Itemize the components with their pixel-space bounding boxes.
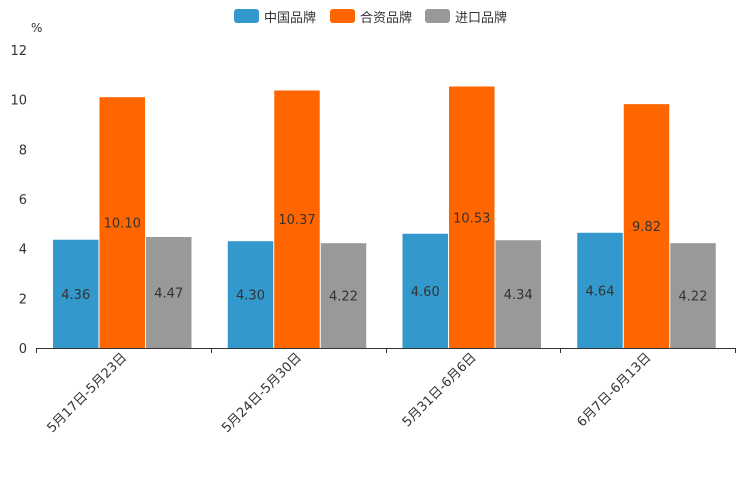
bar-0-0 bbox=[53, 239, 99, 348]
data-label: 4.36 bbox=[61, 288, 90, 303]
y-tick-label: 6 bbox=[19, 193, 27, 208]
bar-1-1 bbox=[274, 90, 320, 348]
y-tick-label: 4 bbox=[19, 243, 27, 258]
data-label: 4.60 bbox=[411, 285, 440, 300]
y-tick-label: 10 bbox=[10, 94, 27, 109]
data-label: 4.30 bbox=[236, 289, 265, 304]
data-label: 4.22 bbox=[329, 290, 358, 305]
y-tick-label: 12 bbox=[10, 44, 27, 59]
bar-1-3 bbox=[623, 104, 670, 349]
bar-2-1 bbox=[320, 243, 367, 348]
legend-swatch-china bbox=[234, 9, 259, 23]
bar-2-0 bbox=[146, 236, 192, 348]
data-label: 10.10 bbox=[104, 217, 141, 232]
x-tick-label: 5月17日-5月23日 bbox=[44, 350, 130, 436]
legend-label-imported: 进口品牌 bbox=[455, 10, 508, 26]
data-label: 4.47 bbox=[154, 286, 183, 301]
legend-swatch-imported bbox=[425, 9, 450, 23]
bar-1-0 bbox=[99, 97, 145, 348]
data-label: 10.37 bbox=[278, 213, 315, 228]
bar-2-3 bbox=[670, 243, 716, 348]
legend-item-joint-venture[interactable]: 合资品牌 bbox=[330, 6, 412, 26]
legend: 中国品牌 合资品牌 进口品牌 bbox=[0, 6, 744, 26]
bar-2-2 bbox=[495, 240, 541, 348]
legend-item-china[interactable]: 中国品牌 bbox=[234, 6, 316, 26]
x-tick-label: 6月7日-6月13日 bbox=[575, 350, 655, 430]
bar-0-3 bbox=[577, 232, 623, 348]
y-tick-label: 2 bbox=[19, 292, 27, 307]
y-axis-unit: % bbox=[31, 21, 43, 35]
y-tick-label: 8 bbox=[19, 143, 27, 158]
data-label: 4.34 bbox=[504, 288, 533, 303]
legend-item-imported[interactable]: 进口品牌 bbox=[425, 6, 507, 26]
legend-swatch-joint-venture bbox=[330, 9, 355, 23]
data-label: 4.22 bbox=[679, 290, 708, 305]
bar-1-2 bbox=[449, 86, 495, 348]
legend-label-china: 中国品牌 bbox=[264, 10, 317, 26]
y-tick-label: 0 bbox=[19, 342, 27, 357]
data-label: 10.53 bbox=[453, 211, 490, 226]
bar-0-1 bbox=[227, 241, 274, 348]
x-tick-label: 5月24日-5月30日 bbox=[219, 350, 305, 436]
data-label: 4.64 bbox=[586, 284, 615, 299]
x-tick-label: 5月31日-6月6日 bbox=[400, 350, 480, 430]
bar-0-2 bbox=[402, 233, 448, 348]
data-label: 9.82 bbox=[632, 220, 661, 235]
legend-label-joint-venture: 合资品牌 bbox=[360, 10, 413, 26]
